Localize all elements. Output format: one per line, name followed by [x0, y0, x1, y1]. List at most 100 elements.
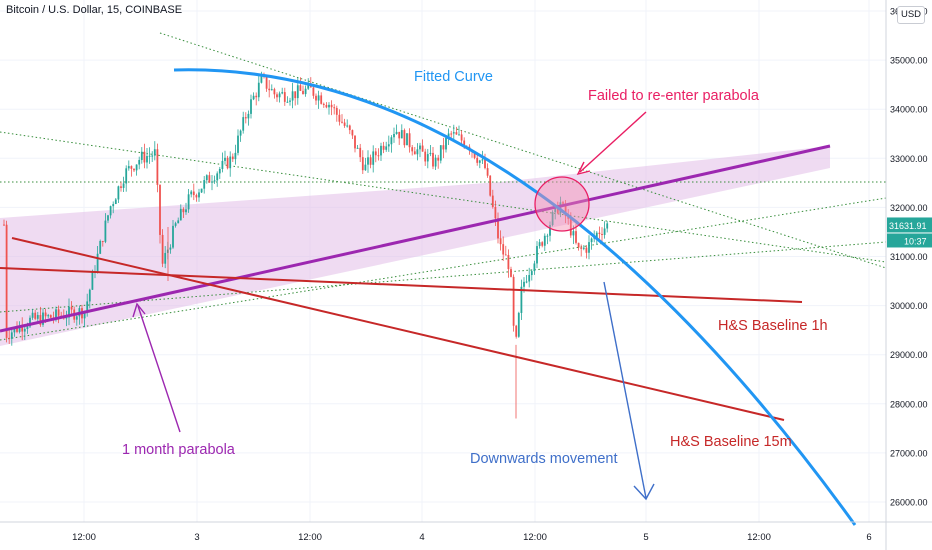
- candle-body: [549, 225, 551, 236]
- candle-body: [577, 242, 580, 248]
- candle-body: [538, 242, 541, 247]
- candle-body: [29, 317, 31, 327]
- candle-body: [112, 204, 115, 207]
- downwards-arrow-head: [633, 483, 655, 501]
- candle-body: [302, 90, 304, 95]
- candle-body: [177, 220, 180, 224]
- candle-body: [567, 216, 570, 219]
- candle-body: [296, 85, 299, 99]
- candle-body: [109, 206, 112, 216]
- time-tick-label: 12:00: [298, 532, 322, 543]
- candle-body: [104, 220, 107, 242]
- failed-label: Failed to re-enter parabola: [588, 88, 760, 104]
- candle-body: [278, 93, 281, 98]
- candle-body: [96, 253, 99, 272]
- candle-body: [283, 92, 286, 102]
- candle-body: [393, 133, 395, 138]
- candle-body: [408, 133, 411, 148]
- candle-body: [346, 125, 349, 127]
- candle-body: [478, 160, 481, 163]
- candle-body: [335, 107, 338, 115]
- candle-body: [125, 168, 128, 184]
- candle-body: [39, 315, 42, 325]
- candle-body: [34, 312, 37, 319]
- candle-body: [143, 151, 146, 163]
- price-tick-label: 34000.00: [890, 105, 928, 115]
- candle-body: [31, 312, 34, 318]
- candle-body: [450, 133, 453, 135]
- hs-baseline-15m-line: [11, 237, 785, 421]
- candle-body: [3, 224, 5, 226]
- candle-body: [351, 130, 354, 136]
- price-tick-label: 31000.00: [890, 252, 928, 262]
- last-price-value: 31631.91: [889, 221, 927, 231]
- candle-body: [463, 140, 466, 147]
- candle-body: [273, 89, 276, 95]
- time-tick-label: 4: [419, 532, 424, 543]
- candle-body: [369, 157, 372, 165]
- candle-body: [5, 224, 8, 338]
- candle-body: [416, 149, 419, 155]
- candle-body: [179, 208, 182, 221]
- time-tick-label: 6: [866, 532, 871, 543]
- candle-body: [231, 156, 234, 160]
- candle-body: [447, 133, 450, 138]
- grid: [0, 0, 886, 522]
- candle-body: [185, 209, 187, 213]
- time-axis[interactable]: 12:00 3 12:00 4 12:00 5 12:00 6: [0, 521, 932, 543]
- candle-body: [603, 228, 606, 235]
- candle-body: [289, 100, 291, 102]
- guide-lines: [0, 32, 887, 341]
- candle-body: [317, 95, 320, 101]
- candle-body: [221, 160, 224, 169]
- countdown-value: 10:37: [904, 236, 927, 246]
- candle-body: [387, 144, 390, 147]
- parabola-arrow-shaft: [137, 305, 181, 433]
- candle-body: [484, 159, 486, 169]
- candle-body: [265, 76, 268, 89]
- fitted-curve-line: [173, 68, 857, 526]
- candle-body: [91, 271, 94, 290]
- time-tick-label: 12:00: [523, 532, 547, 543]
- candle-body: [252, 95, 255, 100]
- candle-body: [315, 95, 317, 101]
- candle-body: [23, 328, 26, 332]
- time-tick-label: 12:00: [747, 532, 771, 543]
- candle-body: [10, 332, 13, 339]
- candle-body: [140, 151, 143, 160]
- candle-body: [510, 269, 512, 277]
- candle-body: [68, 306, 70, 318]
- candle-body: [8, 337, 11, 339]
- candle-body: [224, 157, 226, 161]
- candle-body: [504, 254, 507, 256]
- candle-body: [325, 104, 328, 108]
- candle-body: [585, 247, 588, 253]
- candle-body: [489, 175, 492, 196]
- candle-body: [44, 312, 47, 317]
- candle-body: [320, 95, 323, 104]
- candle-body: [192, 191, 195, 196]
- candle-body: [13, 327, 16, 333]
- candle-body: [338, 114, 341, 122]
- symbol-header[interactable]: Bitcoin / U.S. Dollar, 15, COINBASE: [6, 4, 183, 16]
- candle-body: [330, 104, 333, 108]
- candle-body: [437, 157, 440, 161]
- candle-body: [83, 311, 86, 319]
- candle-body: [372, 151, 375, 165]
- countdown-tag: [887, 233, 932, 248]
- candle-body: [481, 159, 484, 161]
- candle-body: [507, 255, 510, 270]
- candle-body: [356, 147, 359, 149]
- candle-body: [374, 151, 377, 156]
- candle-body: [234, 152, 237, 160]
- candle-body: [75, 316, 78, 320]
- candle-body: [528, 275, 531, 282]
- candle-body: [551, 212, 554, 226]
- candle-body: [99, 241, 102, 254]
- candle-body: [460, 134, 463, 141]
- candle-body: [247, 113, 250, 119]
- candle-body: [159, 184, 161, 235]
- price-tick-label: 30000.00: [890, 301, 928, 311]
- currency-button[interactable]: USD: [897, 6, 925, 24]
